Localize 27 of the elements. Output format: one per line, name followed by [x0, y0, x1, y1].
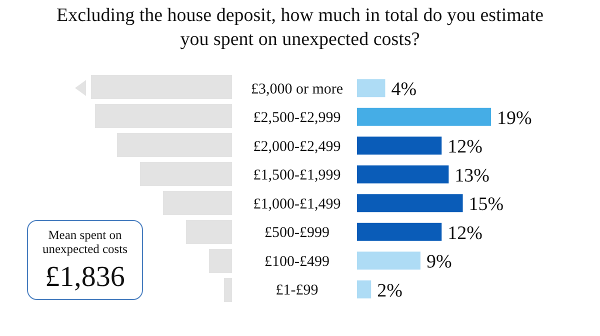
bar: [357, 252, 420, 270]
bar: [357, 194, 463, 212]
bar: [357, 165, 449, 184]
data-label: 4%: [391, 79, 417, 100]
bar: [357, 136, 442, 155]
bar: [357, 108, 491, 126]
y-tick-label: £100-£499: [264, 254, 330, 270]
text: Mean spent on unexpected costs: [41, 228, 129, 256]
data-label: 9%: [426, 252, 452, 273]
data-label: 12%: [448, 136, 483, 158]
y-tick-label: £2,000-£2,499: [253, 138, 341, 155]
y-tick-label: £500-£999: [264, 225, 330, 242]
y-tick-label: £1,500-£1,999: [253, 168, 341, 184]
bar: [357, 222, 442, 241]
data-label: 12%: [448, 222, 483, 244]
data-label: 13%: [454, 165, 490, 186]
y-tick-label: £2,500-£2,999: [253, 110, 341, 126]
y-tick-label: £3,000 or more: [250, 81, 344, 98]
data-label: 15%: [468, 194, 504, 216]
y-tick-label: £1,000-£1,499: [253, 196, 341, 212]
data-label: 2%: [377, 280, 403, 302]
text: £1,836: [44, 260, 126, 294]
data-label: 19%: [497, 108, 532, 129]
chart-title: Excluding the house deposit, how much in total do you estimate you spent on unexpected costs?: [55, 4, 545, 52]
bar: [357, 79, 386, 98]
y-tick-label: £1-£99: [276, 282, 318, 299]
bar: [357, 280, 372, 298]
